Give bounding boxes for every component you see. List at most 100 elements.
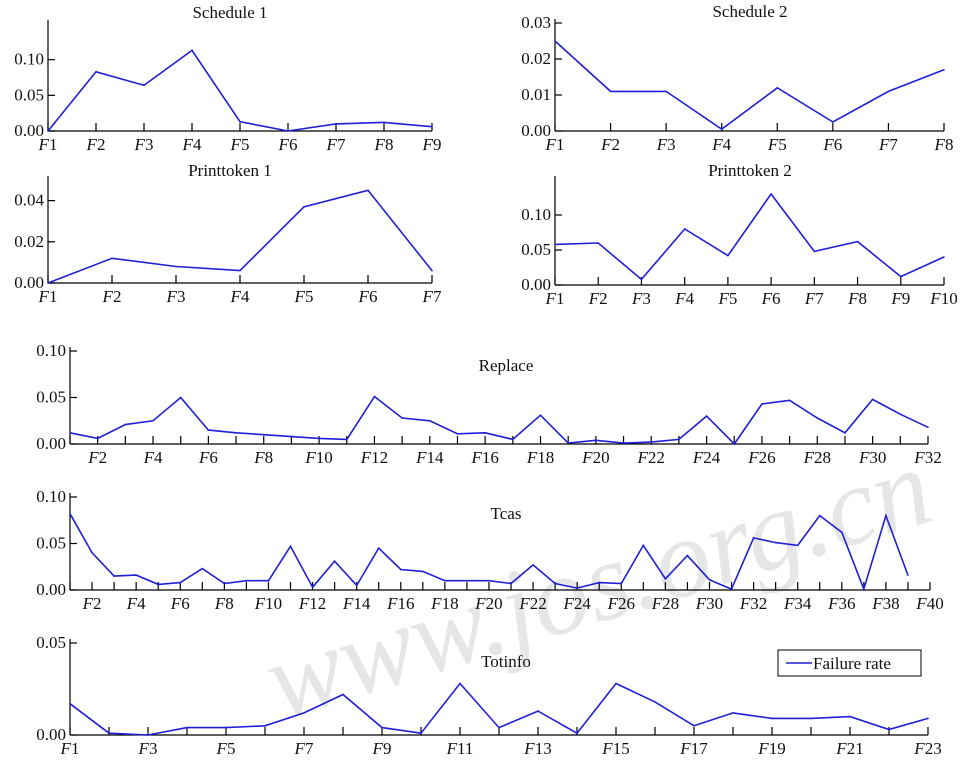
- data-point: [576, 587, 578, 589]
- x-tick-label: F4: [182, 135, 202, 154]
- data-point: [373, 395, 376, 398]
- x-tick-label: F28: [651, 594, 679, 613]
- data-point: [91, 552, 93, 554]
- x-tick-label: F5: [294, 287, 314, 306]
- y-tick-label: 0.04: [14, 191, 44, 210]
- data-point: [498, 726, 500, 729]
- data-point: [899, 413, 902, 416]
- y-tick-label: 0.00: [14, 121, 44, 140]
- chart-panel-4: Replace 0.00 0.05 0.10 F2 F4 F6 F8 F10 F12 F14 F16 F…: [36, 341, 941, 467]
- x-tick-label: F4: [230, 287, 250, 306]
- data-point: [788, 399, 791, 402]
- chart-panel-3: Printtoken 2 0.00 0.05 0.10 F1 F2 F3 F4 F5 F6 F7 F8…: [521, 161, 957, 308]
- x-tick-label: F8: [214, 594, 234, 613]
- x-tick-label: F12: [298, 594, 326, 613]
- chart-title: Replace: [479, 356, 534, 375]
- data-point: [871, 398, 874, 401]
- x-tick-label: F3: [656, 135, 676, 154]
- data-point: [289, 545, 292, 548]
- data-point: [554, 40, 556, 42]
- data-point: [179, 581, 182, 584]
- data-point: [152, 419, 154, 422]
- data-point: [832, 121, 834, 123]
- series-line: [47, 189, 433, 284]
- chart-panel-5: Tcas 0.00 0.05 0.10 F2 F4 F6 F8 F10 F12 F14 F16 F18 F…: [36, 487, 943, 613]
- x-tick-label: F36: [827, 594, 855, 613]
- x-tick-label: F13: [523, 739, 551, 758]
- data-point: [113, 575, 115, 577]
- data-point: [597, 242, 600, 244]
- x-tick-label: F1: [60, 739, 80, 758]
- x-tick-label: F4: [674, 289, 694, 308]
- data-point: [640, 278, 643, 281]
- x-tick-label: F7: [422, 287, 442, 306]
- data-point: [342, 693, 344, 696]
- data-point: [488, 579, 490, 582]
- chart-panel-1: Schedule 2 0.00 0.01 0.02 0.03 F1 F2 F3 F4 F5 F6 F7…: [521, 2, 953, 154]
- data-point: [595, 439, 597, 442]
- x-tick-label: F24: [692, 448, 721, 467]
- x-tick-label: F4: [126, 594, 146, 613]
- x-tick-label: F9: [372, 739, 392, 758]
- data-point: [620, 582, 623, 585]
- chart-title: Printtoken 2: [708, 161, 792, 180]
- x-tick-label: F12: [360, 448, 388, 467]
- x-tick-label: F28: [803, 448, 831, 467]
- data-point: [907, 574, 909, 576]
- data-point: [899, 275, 902, 278]
- data-point: [686, 554, 689, 557]
- data-point: [239, 269, 241, 272]
- data-point: [512, 438, 514, 441]
- x-tick-label: F7: [294, 739, 314, 758]
- chart-panel-6: Totinfo 0.00 0.05 F1 F3 F5 F7 F9 F11 F13 F15 F17 F19…: [36, 633, 941, 758]
- data-point: [770, 193, 772, 195]
- x-tick-label: F16: [470, 448, 498, 467]
- data-point: [355, 584, 358, 587]
- data-point: [537, 710, 539, 712]
- x-tick-label: F5: [717, 289, 737, 308]
- x-tick-label: F10: [304, 448, 332, 467]
- chart-title: Schedule 1: [192, 3, 267, 22]
- y-tick-label: 0.00: [36, 580, 66, 599]
- data-point: [665, 90, 667, 93]
- x-tick-label: F4: [711, 135, 731, 154]
- data-point: [484, 432, 486, 434]
- y-tick-label: 0.10: [14, 50, 44, 69]
- data-point: [239, 120, 241, 123]
- x-tick-label: F10: [929, 289, 957, 308]
- data-point: [887, 90, 890, 93]
- y-tick-label: 0.02: [521, 49, 551, 68]
- y-tick-label: 0.00: [36, 434, 66, 453]
- x-tick-label: F8: [934, 135, 954, 154]
- data-point: [863, 588, 865, 590]
- x-tick-label: F30: [695, 594, 723, 613]
- x-tick-label: F5: [767, 135, 787, 154]
- data-point: [235, 432, 237, 434]
- legend: Failure rate: [777, 649, 922, 677]
- series-line: [554, 40, 945, 131]
- y-tick-label: 0.10: [36, 487, 66, 506]
- data-point: [927, 426, 929, 429]
- x-tick-label: F3: [134, 135, 154, 154]
- x-tick-label: F40: [915, 594, 943, 613]
- x-tick-label: F4: [143, 448, 163, 467]
- data-point: [776, 87, 779, 89]
- y-tick-label: 0.10: [521, 205, 551, 224]
- data-point: [223, 582, 226, 585]
- x-tick-label: F20: [474, 594, 502, 613]
- data-point: [885, 514, 887, 517]
- x-tick-label: F18: [526, 448, 554, 467]
- x-tick-label: F2: [102, 287, 122, 306]
- data-point: [554, 243, 556, 246]
- data-point: [290, 435, 293, 438]
- x-tick-label: F8: [253, 448, 273, 467]
- data-point: [816, 417, 819, 419]
- data-point: [383, 121, 385, 124]
- x-tick-label: F2: [588, 289, 608, 308]
- x-tick-label: F14: [415, 448, 444, 467]
- data-point: [752, 537, 755, 539]
- data-point: [650, 441, 653, 443]
- data-point: [381, 726, 383, 729]
- data-point: [287, 130, 289, 132]
